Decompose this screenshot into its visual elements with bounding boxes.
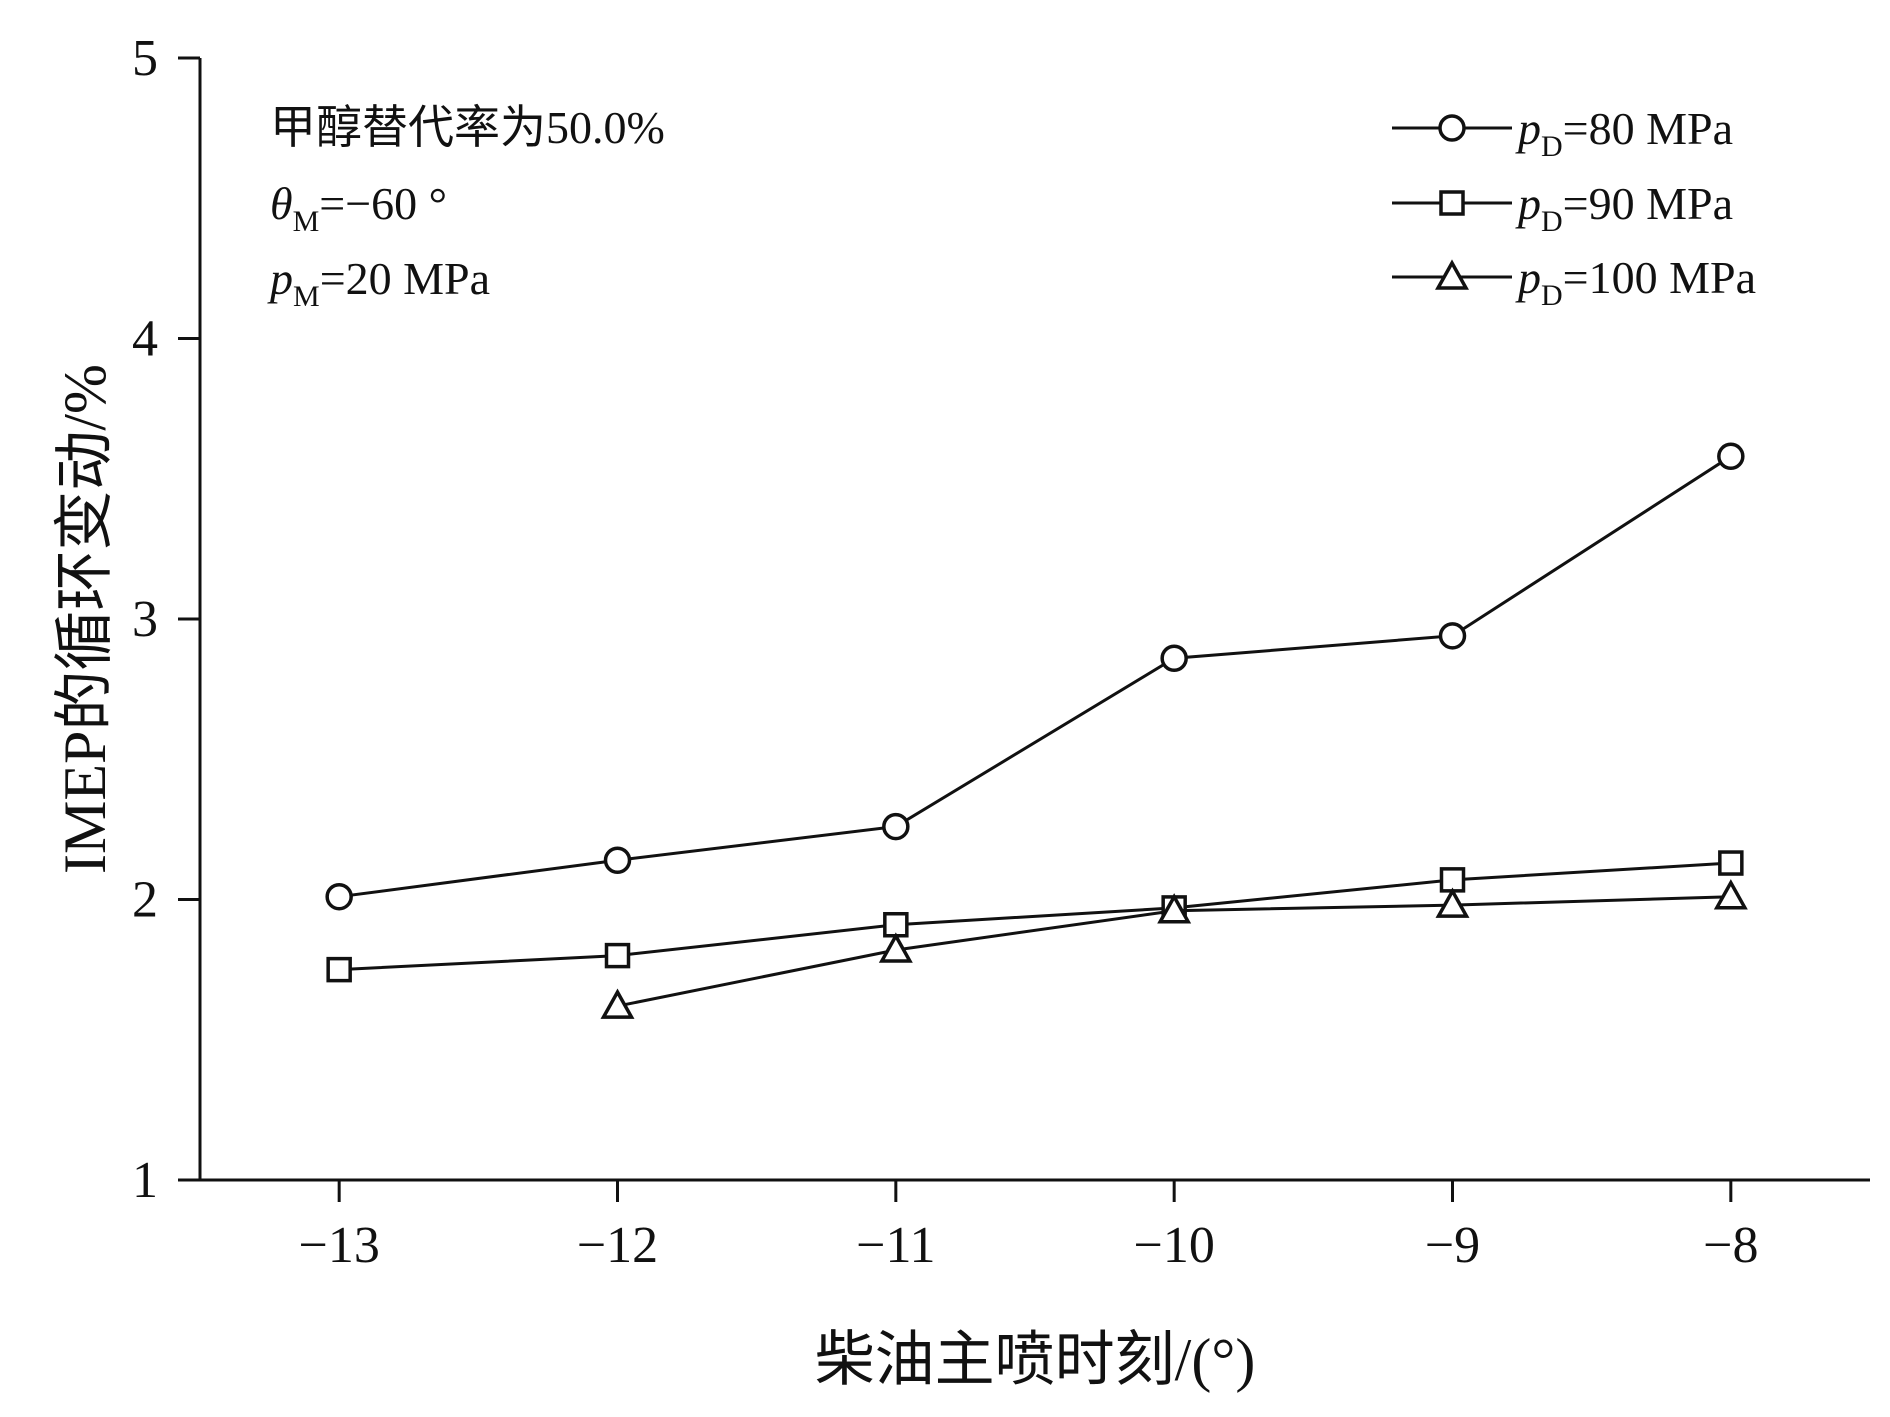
data-point-triangle: [600, 988, 635, 1019]
x-tick-label: −10: [1134, 1217, 1215, 1274]
legend-label: pD=100 MPa: [1515, 252, 1756, 312]
x-tick-label: −12: [577, 1217, 658, 1274]
annotation-pm: pM=20 MPa: [267, 253, 490, 313]
legend-item: pD=100 MPa: [1392, 252, 1756, 312]
legend-item: pD=90 MPa: [1392, 178, 1733, 238]
y-tick-label: 3: [132, 591, 158, 648]
series-group: [325, 442, 1748, 1019]
y-tick-label: 4: [132, 311, 158, 368]
x-tick-label: −13: [299, 1217, 380, 1274]
legend-item: pD=80 MPa: [1392, 103, 1733, 163]
x-tick-label: −9: [1425, 1217, 1480, 1274]
series-circle: [325, 442, 1745, 911]
x-tick-label: −8: [1703, 1217, 1758, 1274]
legend-marker-circle: [1438, 114, 1466, 142]
y-axis-label: IMEP的循环变动/%: [52, 364, 118, 874]
series-line: [339, 861, 1731, 972]
y-tick-label: 5: [132, 30, 158, 87]
data-point-triangle: [1713, 879, 1748, 910]
data-point-circle: [1717, 442, 1745, 471]
data-point-triangle: [1435, 887, 1470, 918]
tick-group: 1 2 3 4 5 −13 −12 −11 −10 −9 −8: [132, 30, 1758, 1274]
series-triangle: [600, 879, 1748, 1019]
legend-marker-triangle: [1435, 259, 1469, 290]
data-point-circle: [1438, 622, 1467, 650]
y-tick-label: 2: [132, 872, 158, 929]
data-point-triangle: [1157, 893, 1192, 924]
annotation-theta: θM=−60 °: [270, 178, 447, 238]
legend: pD=80 MPa pD=90 MPa pD=100 MPa: [1392, 103, 1756, 312]
legend-marker-square: [1439, 190, 1465, 216]
data-point-circle: [603, 846, 632, 874]
data-point-circle: [882, 812, 910, 841]
legend-label: pD=80 MPa: [1515, 103, 1733, 163]
data-point-circle: [325, 882, 353, 911]
annotation-rate: 甲醇替代率为50.0%: [270, 102, 665, 153]
x-axis-label: 柴油主喷时刻/(°): [815, 1327, 1256, 1393]
legend-label: pD=90 MPa: [1515, 178, 1733, 238]
series-line: [338, 455, 1732, 899]
data-point-triangle: [878, 932, 913, 963]
x-tick-label: −11: [856, 1217, 935, 1274]
data-point-square: [326, 956, 352, 983]
data-point-circle: [1160, 644, 1188, 673]
data-point-square: [1718, 850, 1744, 876]
annotation-group: 甲醇替代率为50.0% θM=−60 ° pM=20 MPa: [267, 102, 665, 313]
y-tick-label: 1: [132, 1152, 158, 1209]
data-point-square: [604, 942, 631, 969]
